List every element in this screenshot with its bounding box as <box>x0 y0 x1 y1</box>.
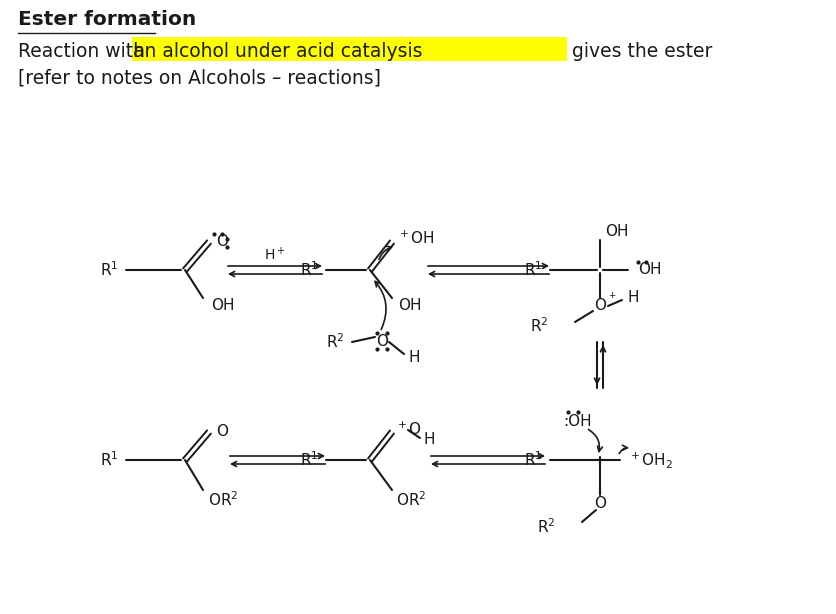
Text: [refer to notes on Alcohols – reactions]: [refer to notes on Alcohols – reactions] <box>18 68 380 87</box>
Text: O: O <box>375 335 388 349</box>
Text: :OH: :OH <box>563 414 592 430</box>
Text: OR$^2$: OR$^2$ <box>208 491 238 510</box>
Text: OH: OH <box>398 298 421 314</box>
Text: R$^2$: R$^2$ <box>529 317 548 335</box>
Text: O: O <box>216 235 227 249</box>
Text: H: H <box>424 432 435 448</box>
Text: R$^1$: R$^1$ <box>522 261 542 279</box>
Text: H: H <box>409 349 420 365</box>
Text: $^+$OH: $^+$OH <box>396 230 434 247</box>
Text: O: O <box>594 298 605 314</box>
Text: an alcohol under acid catalysis: an alcohol under acid catalysis <box>133 42 422 61</box>
Text: R$^1$: R$^1$ <box>99 451 118 469</box>
Text: OH: OH <box>211 298 234 314</box>
Text: H: H <box>627 289 639 305</box>
Text: R$^1$: R$^1$ <box>99 261 118 279</box>
Text: $^+$: $^+$ <box>606 292 616 305</box>
FancyBboxPatch shape <box>132 37 566 61</box>
Text: OR$^2$: OR$^2$ <box>395 491 426 510</box>
Text: Ester formation: Ester formation <box>18 10 196 29</box>
Text: R$^1$: R$^1$ <box>299 261 318 279</box>
Text: $^+$OH$_2$: $^+$OH$_2$ <box>627 450 672 470</box>
Text: $^+$O: $^+$O <box>395 421 421 438</box>
Text: O: O <box>216 424 227 440</box>
Text: R$^1$: R$^1$ <box>299 451 318 469</box>
Text: gives the ester: gives the ester <box>565 42 711 61</box>
Text: R$^2$: R$^2$ <box>325 333 344 351</box>
Text: O: O <box>594 495 605 510</box>
Text: OH: OH <box>604 225 628 239</box>
Text: R$^1$: R$^1$ <box>522 451 542 469</box>
Text: H$^+$: H$^+$ <box>264 246 285 263</box>
Text: Reaction with: Reaction with <box>18 42 150 61</box>
Text: R$^2$: R$^2$ <box>536 518 554 537</box>
Text: OH: OH <box>637 263 660 278</box>
